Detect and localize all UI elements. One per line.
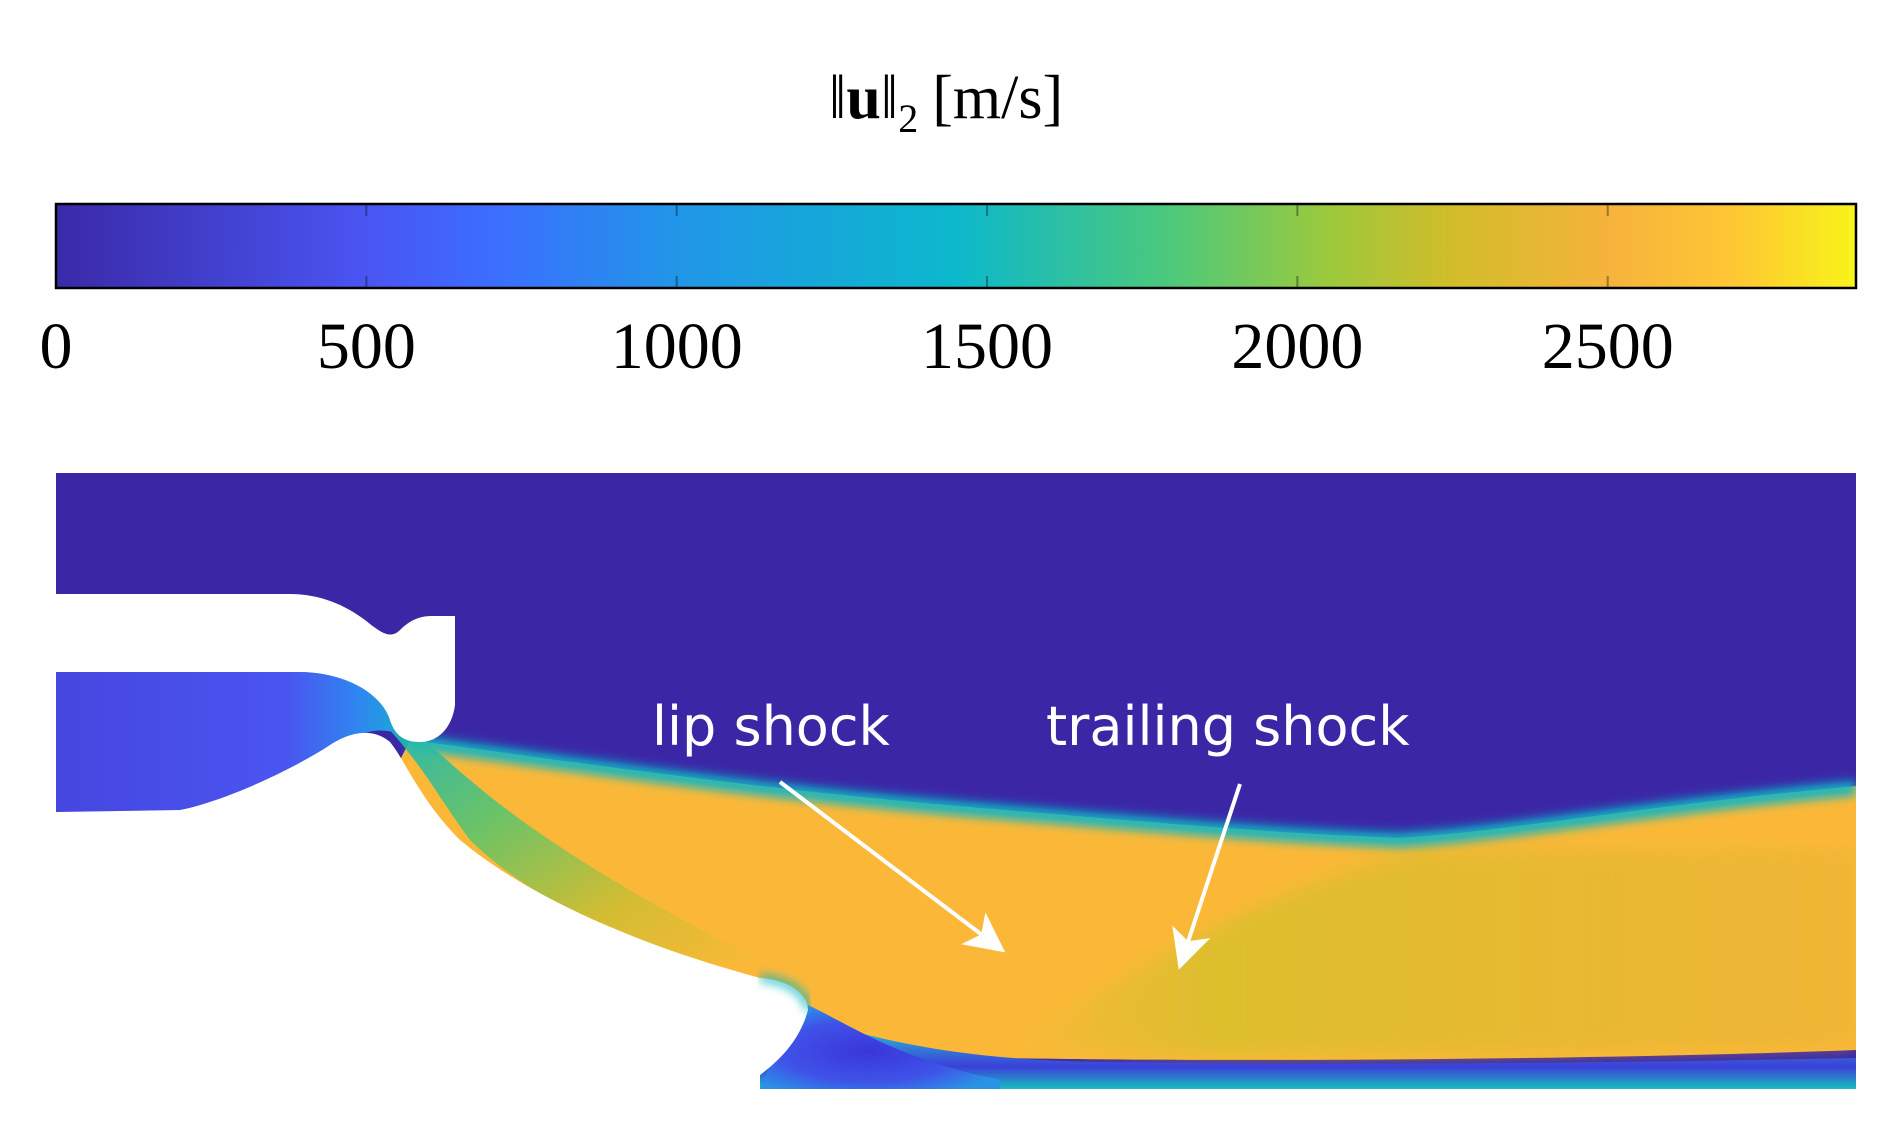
colorbar-tick-label-1000: 1000 xyxy=(611,310,743,383)
colorbar-strip xyxy=(54,202,1858,290)
colorbar-tick-label-0: 0 xyxy=(40,310,73,383)
nozzle-upper-wall xyxy=(56,594,455,742)
wall-flow xyxy=(380,720,760,965)
colorbar-tick-label-2500: 2500 xyxy=(1542,310,1674,383)
colorbar-tick-label-2000: 2000 xyxy=(1231,310,1363,383)
trailing-shock-arrow xyxy=(1172,783,1242,970)
colorbar-tick-label-1500: 1500 xyxy=(921,310,1053,383)
step-lip-edge xyxy=(759,975,811,1011)
recirculation-zone xyxy=(760,1005,1000,1089)
colorbar-tick-labels: 0 500 1000 1500 2000 2500 xyxy=(40,310,1674,383)
colorbar-ticks xyxy=(365,204,1609,288)
lip-shock-label: lip shock xyxy=(652,695,891,758)
lip-shock-arrow xyxy=(778,780,1006,953)
colorbar: ‖u‖2 [m/s] 0 500 1000 1500 2000 2500 xyxy=(40,64,1858,383)
nozzle-bore-flow xyxy=(56,672,412,812)
flow-field xyxy=(56,473,1856,1089)
nozzle-lower-wall xyxy=(56,732,808,1089)
jet-shear-layer xyxy=(409,735,1856,848)
jet-core xyxy=(1000,850,1856,1055)
lower-boundary-layer xyxy=(760,1000,1856,1089)
annotations: lip shock trailing shock xyxy=(652,695,1410,970)
trailing-shock-label: trailing shock xyxy=(1046,695,1410,758)
colorbar-tick-label-500: 500 xyxy=(317,310,416,383)
colorbar-title: ‖u‖2 [m/s] xyxy=(829,64,1063,141)
